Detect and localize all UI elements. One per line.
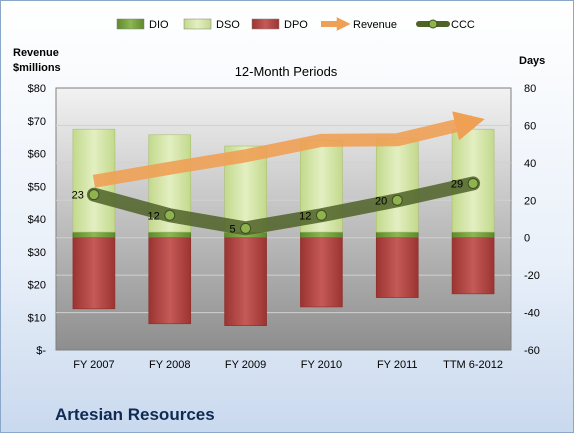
ccc-data-label: 23 <box>72 190 84 202</box>
ccc-point <box>315 209 327 221</box>
ccc-point <box>240 222 252 234</box>
ccc-data-label: 12 <box>148 210 160 222</box>
right-tick-label: -60 <box>524 345 540 357</box>
bar-dpo <box>72 237 116 310</box>
left-axis-title-unit: $millions <box>13 62 61 74</box>
left-tick-label: $50 <box>28 181 46 193</box>
ccc-point <box>164 209 176 221</box>
left-tick-label: $- <box>36 345 46 357</box>
bar-dio <box>72 231 116 239</box>
legend-label-dso: DSO <box>216 19 240 31</box>
x-tick-label: FY 2010 <box>301 359 342 371</box>
company-name: Artesian Resources <box>55 405 215 424</box>
bar-dpo <box>300 237 343 308</box>
left-tick-label: $30 <box>28 247 46 259</box>
bar-dso <box>375 138 419 233</box>
legend-label-dio: DIO <box>149 19 169 31</box>
right-tick-label: 0 <box>524 233 530 245</box>
left-tick-label: $40 <box>28 214 46 226</box>
legend-marker-ccc <box>428 19 438 29</box>
ccc-data-label: 5 <box>229 223 235 235</box>
legend-swatch-dio <box>116 18 145 30</box>
legend-label-ccc: CCC <box>451 19 475 31</box>
chart-title: 12-Month Periods <box>235 64 338 79</box>
x-tick-label: FY 2008 <box>149 359 190 371</box>
bar-dpo <box>148 237 192 325</box>
left-tick-label: $10 <box>28 312 46 324</box>
right-tick-label: 60 <box>524 120 536 132</box>
x-tick-label: FY 2011 <box>377 359 418 371</box>
left-tick-label: $20 <box>28 280 46 292</box>
x-tick-label: FY 2009 <box>225 359 266 371</box>
left-axis-title: Revenue <box>13 47 59 59</box>
revenue-line <box>92 111 485 188</box>
right-tick-label: 40 <box>524 158 536 170</box>
left-tick-label: $60 <box>28 149 46 161</box>
ccc-data-label: 20 <box>375 195 387 207</box>
right-axis-title: Days <box>519 55 545 67</box>
right-tick-label: -20 <box>524 270 540 282</box>
bar-dio <box>375 231 419 239</box>
legend-swatch-dpo <box>251 18 280 30</box>
x-tick-label: FY 2007 <box>73 359 114 371</box>
right-tick-label: 80 <box>524 83 536 95</box>
legend-label-revenue: Revenue <box>353 19 397 31</box>
ccc-point <box>391 194 403 206</box>
left-tick-label: $70 <box>28 116 46 128</box>
ccc-line <box>86 176 481 236</box>
bar-dpo <box>375 237 419 298</box>
x-tick-label: TTM 6-2012 <box>443 359 503 371</box>
legend-label-dpo: DPO <box>284 19 308 31</box>
bar-dio <box>148 231 192 239</box>
bar-dio <box>300 231 343 239</box>
bar-dio <box>451 231 495 239</box>
ccc-point <box>467 177 479 189</box>
right-tick-label: 20 <box>524 195 536 207</box>
left-tick-label: $80 <box>28 83 46 95</box>
right-tick-label: -40 <box>524 308 540 320</box>
legend-swatch-dso <box>183 18 212 30</box>
ccc-data-label: 12 <box>299 210 311 222</box>
ccc-point <box>88 189 100 201</box>
bar-dpo <box>224 237 267 326</box>
bar-dpo <box>451 237 495 295</box>
ccc-data-label: 29 <box>451 178 463 190</box>
